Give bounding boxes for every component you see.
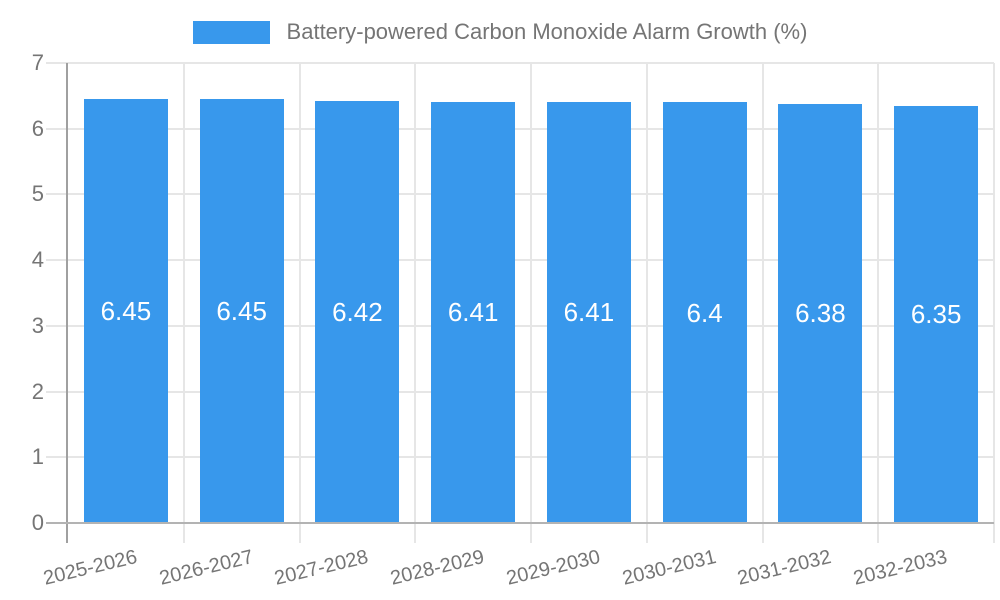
y-axis-tick: [46, 390, 68, 393]
y-axis-tick-label: 6: [31, 115, 44, 141]
bar-value-label: 6.45: [216, 296, 267, 327]
legend-label: Battery-powered Carbon Monoxide Alarm Gr…: [286, 19, 808, 44]
bar[interactable]: 6.41: [546, 101, 631, 523]
y-axis-tick: [46, 193, 68, 196]
y-axis-tick-label: 5: [31, 181, 44, 207]
legend[interactable]: Battery-powered Carbon Monoxide Alarm Gr…: [0, 19, 1000, 45]
y-axis-tick: [46, 324, 68, 327]
bar[interactable]: 6.38: [778, 103, 863, 523]
y-axis-line: [66, 63, 68, 543]
bar[interactable]: 6.35: [894, 105, 979, 523]
bar-value-label: 6.42: [332, 297, 383, 328]
bar-value-label: 6.38: [795, 298, 846, 329]
x-axis-tick: [877, 523, 880, 543]
x-axis-tick: [530, 523, 532, 543]
plot-area: 6.45 6.45 6.42 6.41 6.41 6.4 6.38 6.35: [46, 62, 995, 543]
bar[interactable]: 6.45: [199, 99, 284, 523]
x-axis-tick: [993, 523, 995, 543]
y-axis-tick: [46, 259, 68, 262]
x-axis-tick: [182, 523, 185, 543]
y-axis-tick: [46, 62, 68, 64]
bar[interactable]: 6.41: [431, 101, 516, 523]
y-axis-tick-label: 2: [31, 378, 44, 404]
gridline-vertical: [298, 63, 301, 523]
legend-color-swatch: [192, 20, 270, 44]
bar-value-label: 6.41: [447, 297, 499, 328]
bar-value-label: 6.35: [910, 299, 962, 330]
y-axis-tick-label: 3: [31, 312, 44, 338]
gridline-vertical: [645, 63, 648, 523]
bar[interactable]: 6.42: [315, 101, 400, 523]
x-axis-tick: [645, 523, 648, 543]
bar[interactable]: 6.4: [662, 102, 747, 523]
gridline-vertical: [761, 63, 764, 523]
gridline-vertical: [414, 63, 417, 523]
y-axis-tick-label: 0: [31, 510, 44, 535]
x-axis-tick: [761, 523, 764, 543]
gridline-vertical: [182, 63, 185, 523]
gridline-vertical: [993, 63, 995, 523]
gridline-vertical: [877, 63, 880, 523]
x-axis-tick: [414, 523, 417, 543]
y-axis-tick: [46, 456, 68, 459]
y-axis-tick-label: 4: [31, 247, 44, 273]
x-axis-line: [46, 522, 994, 524]
y-axis-tick-label: 7: [31, 50, 44, 75]
bar[interactable]: 6.45: [83, 99, 168, 523]
gridline-vertical: [530, 63, 532, 523]
bar-value-label: 6.45: [100, 296, 152, 327]
y-axis-tick-label: 1: [31, 444, 44, 470]
x-axis-tick: [298, 523, 301, 543]
bar-value-label: 6.4: [686, 297, 723, 328]
bar-value-label: 6.41: [563, 297, 615, 328]
y-axis-tick: [46, 127, 68, 130]
